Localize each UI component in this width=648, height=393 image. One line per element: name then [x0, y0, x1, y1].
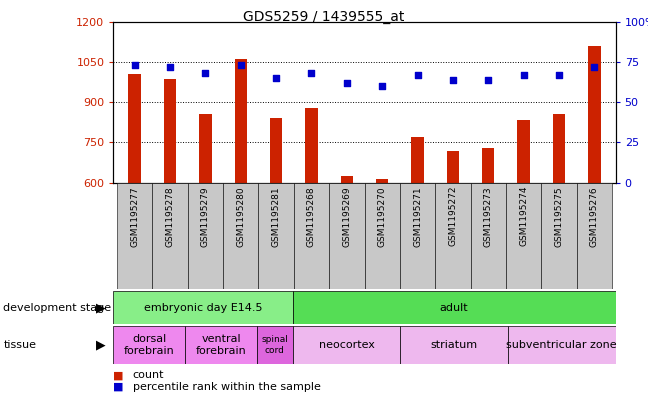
Bar: [508, 326, 616, 364]
Point: [165, 64, 175, 70]
Bar: [329, 183, 365, 289]
Bar: [293, 291, 616, 324]
Text: GSM1195281: GSM1195281: [272, 186, 281, 246]
Text: GDS5259 / 1439555_at: GDS5259 / 1439555_at: [243, 10, 405, 24]
Point: [341, 80, 352, 86]
Text: GSM1195275: GSM1195275: [555, 186, 564, 246]
Bar: [164, 79, 176, 183]
Text: development stage: development stage: [3, 303, 111, 312]
Bar: [482, 149, 494, 183]
Text: neocortex: neocortex: [319, 340, 375, 350]
Bar: [435, 183, 470, 289]
Text: ■: ■: [113, 382, 124, 392]
Bar: [400, 183, 435, 289]
Bar: [259, 183, 294, 289]
Text: tissue: tissue: [3, 340, 36, 350]
Point: [307, 70, 317, 76]
Bar: [541, 183, 577, 289]
Bar: [188, 183, 223, 289]
Point: [448, 77, 458, 83]
Text: GSM1195277: GSM1195277: [130, 186, 139, 246]
Point: [377, 83, 388, 89]
Text: GSM1195272: GSM1195272: [448, 186, 457, 246]
Bar: [113, 291, 293, 324]
Bar: [294, 183, 329, 289]
Text: ■: ■: [113, 370, 124, 380]
Text: GSM1195276: GSM1195276: [590, 186, 599, 246]
Bar: [257, 326, 293, 364]
Bar: [588, 46, 601, 183]
Point: [235, 62, 246, 68]
Text: GSM1195280: GSM1195280: [237, 186, 245, 246]
Point: [518, 72, 529, 78]
Bar: [470, 183, 506, 289]
Point: [589, 64, 599, 70]
Bar: [506, 183, 541, 289]
Point: [200, 70, 211, 76]
Point: [412, 72, 422, 78]
Bar: [235, 59, 247, 183]
Text: GSM1195278: GSM1195278: [165, 186, 174, 246]
Bar: [270, 118, 283, 183]
Point: [130, 62, 140, 68]
Text: count: count: [133, 370, 165, 380]
Text: GSM1195279: GSM1195279: [201, 186, 210, 246]
Text: adult: adult: [440, 303, 469, 312]
Bar: [223, 183, 259, 289]
Bar: [376, 179, 388, 183]
Text: ventral
forebrain: ventral forebrain: [196, 334, 246, 356]
Bar: [577, 183, 612, 289]
Bar: [152, 183, 188, 289]
Bar: [400, 326, 508, 364]
Text: dorsal
forebrain: dorsal forebrain: [124, 334, 175, 356]
Text: GSM1195271: GSM1195271: [413, 186, 422, 246]
Bar: [518, 119, 530, 183]
Text: striatum: striatum: [431, 340, 478, 350]
Bar: [117, 183, 152, 289]
Text: percentile rank within the sample: percentile rank within the sample: [133, 382, 321, 392]
Point: [271, 75, 281, 81]
Bar: [364, 183, 400, 289]
Text: embryonic day E14.5: embryonic day E14.5: [144, 303, 262, 312]
Text: GSM1195268: GSM1195268: [307, 186, 316, 246]
Bar: [199, 114, 211, 183]
Text: GSM1195274: GSM1195274: [519, 186, 528, 246]
Text: spinal
cord: spinal cord: [261, 335, 288, 354]
Text: GSM1195273: GSM1195273: [484, 186, 492, 246]
Text: GSM1195270: GSM1195270: [378, 186, 387, 246]
Bar: [341, 176, 353, 183]
Text: ▶: ▶: [96, 301, 105, 314]
Bar: [293, 326, 400, 364]
Point: [554, 72, 564, 78]
Text: ▶: ▶: [96, 338, 105, 351]
Text: GSM1195269: GSM1195269: [342, 186, 351, 246]
Bar: [553, 114, 565, 183]
Bar: [411, 137, 424, 183]
Bar: [128, 74, 141, 183]
Bar: [113, 326, 185, 364]
Bar: [446, 151, 459, 183]
Bar: [185, 326, 257, 364]
Point: [483, 77, 494, 83]
Text: subventricular zone: subventricular zone: [507, 340, 617, 350]
Bar: [305, 108, 318, 183]
